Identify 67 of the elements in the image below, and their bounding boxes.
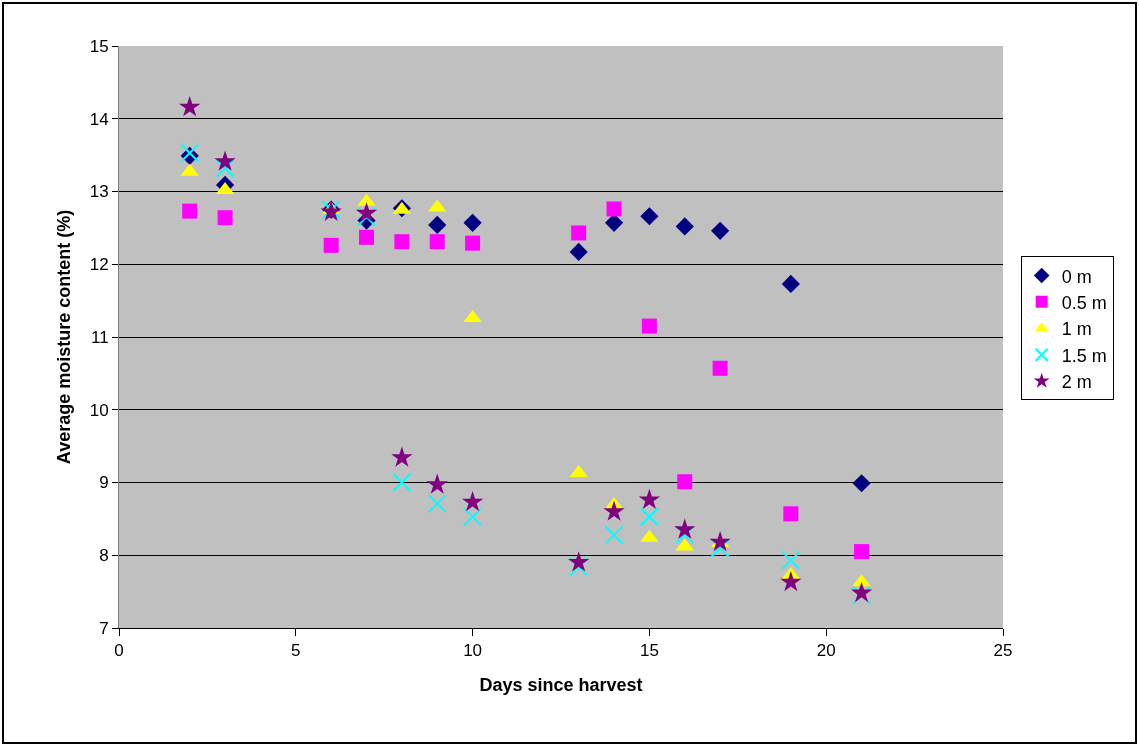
- legend-label: 2 m: [1061, 372, 1092, 393]
- point: [675, 525, 695, 545]
- point: [569, 242, 588, 261]
- point: [179, 95, 201, 117]
- point: [710, 538, 730, 558]
- point: [569, 557, 589, 577]
- point: [783, 506, 799, 522]
- point: [712, 360, 728, 376]
- y-tick-label: 10: [89, 400, 109, 420]
- legend-label: 1 m: [1061, 319, 1092, 340]
- y-axis-title: Average moisture content (%): [53, 209, 74, 465]
- point: [603, 500, 625, 521]
- y-tick-label: 14: [89, 109, 109, 129]
- x-tick-label: 20: [816, 641, 836, 661]
- point: [465, 235, 481, 251]
- y-tick-label: 8: [99, 546, 109, 566]
- point: [428, 215, 447, 235]
- y-tick-label: 11: [90, 327, 109, 347]
- x-tick-label: 25: [993, 641, 1013, 661]
- point: [359, 229, 375, 245]
- point: [852, 474, 871, 493]
- point: [355, 202, 378, 223]
- x-tick-label: 10: [463, 641, 483, 661]
- point: [392, 473, 412, 492]
- x-tick-label: 0: [114, 641, 124, 661]
- point: [394, 234, 410, 250]
- y-tick-label: 13: [89, 182, 109, 202]
- x-axis-title: Days since harvest: [479, 674, 643, 695]
- point: [215, 158, 235, 178]
- point: [677, 474, 693, 490]
- point: [639, 507, 659, 527]
- point: [854, 544, 870, 560]
- point: [711, 221, 730, 240]
- point: [709, 530, 731, 552]
- x-tick-label: 5: [291, 641, 301, 661]
- y-tick-label: 15: [89, 36, 109, 56]
- point: [429, 234, 445, 250]
- legend-label: 1.5 m: [1061, 345, 1107, 366]
- y-tick-label: 12: [89, 255, 109, 275]
- point: [461, 490, 484, 512]
- point: [640, 207, 659, 226]
- x-tick-label: 15: [639, 641, 659, 661]
- y-tick-label: 7: [99, 618, 109, 638]
- point: [427, 494, 447, 514]
- point: [675, 217, 694, 236]
- legend-label: 0 m: [1061, 266, 1092, 287]
- point: [426, 473, 448, 494]
- point: [604, 213, 624, 232]
- point: [571, 225, 587, 241]
- point: [217, 210, 233, 226]
- point: [391, 446, 413, 467]
- point: [781, 550, 801, 570]
- point: [214, 150, 236, 171]
- point: [674, 518, 696, 539]
- point: [182, 203, 198, 219]
- point: [463, 213, 482, 232]
- point: [780, 570, 802, 592]
- y-tick-label: 9: [99, 473, 109, 493]
- legend-label: 0.5 m: [1061, 292, 1107, 313]
- point: [604, 525, 624, 545]
- point: [463, 507, 483, 527]
- point: [641, 318, 657, 334]
- point: [323, 237, 339, 253]
- point: [781, 274, 800, 293]
- point: [638, 488, 661, 510]
- point: [606, 201, 622, 217]
- point: [568, 551, 590, 572]
